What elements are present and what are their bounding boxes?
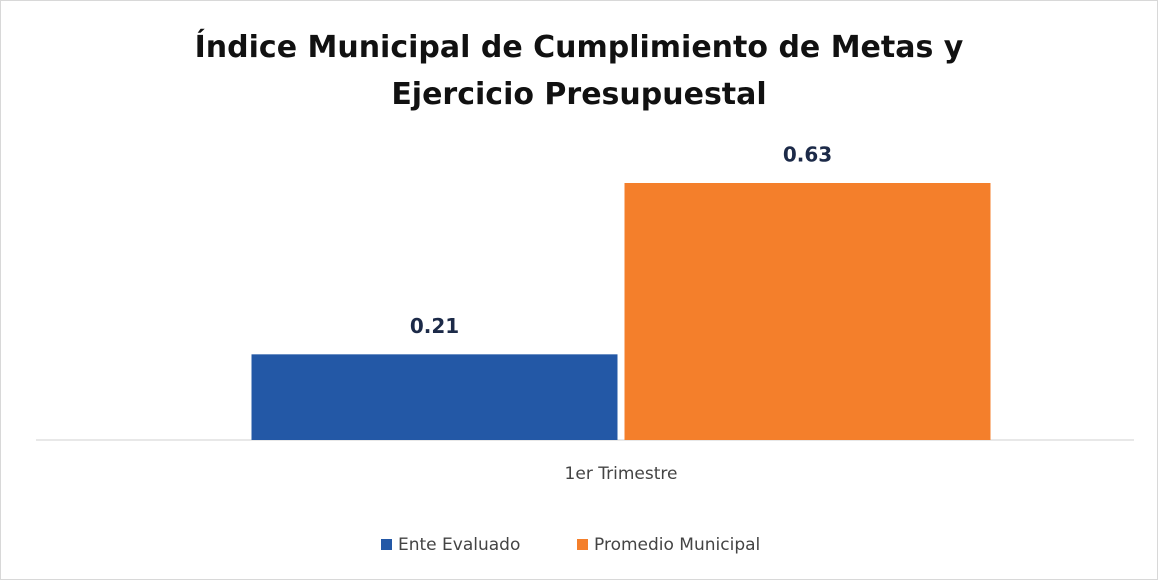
legend-label: Ente Evaluado xyxy=(398,535,520,555)
data-label: 0.63 xyxy=(783,143,832,167)
legend-label: Promedio Municipal xyxy=(594,535,760,555)
legend-swatch xyxy=(381,539,392,550)
bar xyxy=(251,354,618,440)
legend-swatch xyxy=(577,539,588,550)
chart-title: Índice Municipal de Cumplimiento de Meta… xyxy=(194,30,964,112)
data-label: 0.21 xyxy=(410,314,459,338)
bar xyxy=(624,183,991,440)
x-tick-label: 1er Trimestre xyxy=(565,464,678,484)
